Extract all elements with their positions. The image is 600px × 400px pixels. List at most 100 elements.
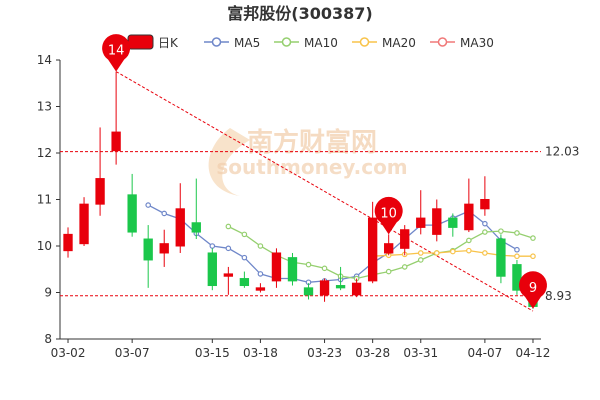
candle	[191, 178, 201, 240]
chart-legend: 日K MA5 MA10 MA20 MA30	[127, 34, 494, 50]
ma5-point	[257, 271, 264, 277]
legend-swatch-dot	[437, 37, 448, 47]
y-axis: 8 9 10 11 12 13 14	[37, 53, 60, 346]
candle	[448, 213, 458, 237]
x-tick-label: 03-07	[115, 346, 150, 360]
candle	[143, 225, 153, 288]
candle-body-up	[480, 199, 490, 210]
candle-body-up	[79, 203, 89, 245]
legend-swatch-dot	[211, 37, 222, 47]
candle	[384, 234, 394, 256]
legend-swatch-dot	[281, 37, 292, 47]
candle-body-down	[512, 264, 522, 291]
ma5-point	[241, 254, 248, 261]
candle-body-down	[127, 194, 137, 233]
y-tick-label: 8	[44, 332, 52, 346]
ma5-point	[225, 245, 232, 252]
candle-body-up	[63, 233, 73, 252]
candle	[512, 259, 522, 295]
price-pin-label: 9	[529, 281, 537, 296]
ma20-point	[530, 253, 536, 260]
chart-title: 富邦股份(300387)	[227, 4, 372, 23]
ma5-point	[514, 246, 520, 253]
ma20-point	[417, 250, 424, 256]
legend-item: MA10	[274, 36, 338, 50]
watermark-logo-swoosh	[208, 128, 250, 196]
price-pin-label: 14	[108, 44, 125, 59]
y-tick-label: 14	[37, 53, 52, 67]
candle	[239, 271, 250, 288]
ma5-point	[209, 243, 216, 249]
legend-item: MA30	[430, 36, 494, 50]
candle	[175, 183, 185, 253]
candle	[271, 248, 282, 288]
candle-body-down	[287, 257, 298, 282]
candle	[432, 199, 442, 242]
legend-label: 日K	[158, 36, 179, 50]
candle-body-up	[223, 273, 234, 277]
candle	[223, 266, 234, 295]
candle-body-up	[367, 217, 378, 282]
reference-label-high: 12.03	[545, 145, 579, 159]
ma20-point	[482, 250, 488, 256]
price-pin-marker	[102, 34, 131, 72]
price-pin: 9	[518, 271, 547, 309]
candle	[367, 201, 378, 284]
candle-body-down	[191, 222, 201, 233]
ma10-point	[514, 230, 520, 236]
candle	[319, 278, 330, 302]
x-tick-label: 03-18	[243, 346, 278, 360]
price-pin: 14	[102, 34, 131, 72]
legend-label: MA10	[304, 36, 338, 50]
ma10-point	[305, 261, 312, 268]
legend-label: MA20	[382, 36, 416, 50]
legend-label: MA30	[460, 36, 494, 50]
ma20-point	[450, 248, 456, 255]
trend-line	[115, 71, 534, 312]
candle	[95, 127, 105, 216]
x-tick-label: 03-28	[355, 346, 390, 360]
candle	[79, 197, 89, 246]
y-tick-label: 11	[37, 193, 52, 207]
watermark-sub-text: southmoney.com	[216, 155, 407, 179]
ma5-line	[147, 204, 518, 283]
watermark-main-text: 南方财富网	[247, 127, 377, 158]
watermark: 南方财富网 southmoney.com	[208, 127, 408, 196]
candle	[63, 227, 73, 258]
ma10-point	[498, 228, 504, 234]
x-tick-label: 04-07	[467, 346, 502, 360]
ma10-point	[401, 264, 408, 270]
candle	[207, 248, 217, 291]
legend-swatch-dot	[359, 37, 370, 47]
y-tick-label: 13	[37, 100, 52, 114]
moving-averages	[145, 202, 536, 286]
x-tick-label: 03-23	[307, 346, 342, 360]
candle-body-down	[496, 238, 506, 277]
candle-body-down	[143, 238, 153, 261]
candle	[127, 173, 137, 237]
price-pins: 14 10 9	[102, 34, 547, 309]
ma10-point	[241, 231, 248, 238]
candle	[400, 225, 410, 256]
reference-label-low: 8.93	[545, 289, 572, 303]
candle	[159, 229, 169, 267]
reference-lines: 12.03 8.93	[60, 71, 579, 312]
candle-body-up	[400, 229, 410, 249]
candle-body-up	[271, 252, 282, 282]
x-tick-label: 03-31	[403, 346, 438, 360]
candle	[111, 71, 121, 165]
ma10-point	[417, 257, 424, 263]
candle-body-up	[255, 287, 266, 291]
candle-body-down	[239, 278, 250, 287]
candle	[287, 252, 298, 286]
ma5-point	[161, 210, 168, 217]
candlesticks	[63, 71, 538, 309]
x-tick-label: 04-12	[516, 346, 551, 360]
ma5-point	[145, 202, 151, 208]
candle-body-up	[95, 178, 105, 205]
candle-body-up	[175, 208, 185, 247]
candle-body-down	[448, 217, 458, 228]
candle-body-down	[335, 285, 346, 289]
legend-item: MA20	[352, 36, 416, 50]
candle	[303, 283, 314, 300]
